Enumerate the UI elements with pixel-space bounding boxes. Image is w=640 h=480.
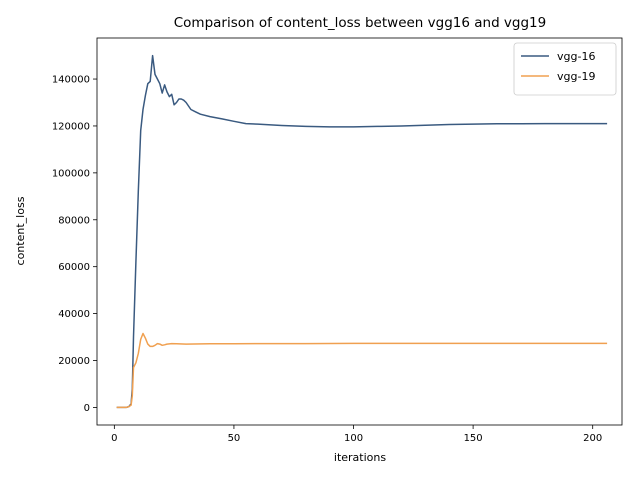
y-tick-label: 40000 xyxy=(58,309,90,320)
y-tick-label: 0 xyxy=(84,403,90,414)
x-tick-label: 50 xyxy=(228,433,241,444)
y-tick-label: 100000 xyxy=(52,168,90,179)
x-axis: 0 50 100 150 200 xyxy=(111,425,602,444)
legend-label-vgg-19: vgg-19 xyxy=(557,70,595,83)
x-tick-label: 100 xyxy=(344,433,363,444)
plot-area-frame xyxy=(96,37,623,426)
y-tick-label: 120000 xyxy=(52,121,90,132)
y-axis: 0 20000 40000 60000 80000 100000 120000 140000 xyxy=(52,75,97,414)
series-line-vgg-19 xyxy=(116,332,608,409)
legend: vgg-16 vgg-19 xyxy=(513,42,617,96)
y-axis-label: content_loss xyxy=(14,196,27,265)
y-tick-label: 140000 xyxy=(52,75,90,86)
series-line-vgg-16 xyxy=(116,54,608,409)
y-tick-label: 80000 xyxy=(58,215,90,226)
legend-label-vgg-16: vgg-16 xyxy=(557,50,595,63)
chart-title: Comparison of content_loss between vgg16… xyxy=(174,15,547,31)
series-layer xyxy=(116,54,608,409)
x-tick-label: 150 xyxy=(464,433,483,444)
x-tick-label: 0 xyxy=(111,433,117,444)
y-tick-label: 20000 xyxy=(58,356,90,367)
x-axis-label: iterations xyxy=(334,451,386,464)
y-tick-label: 60000 xyxy=(58,262,90,273)
x-tick-label: 200 xyxy=(583,433,602,444)
